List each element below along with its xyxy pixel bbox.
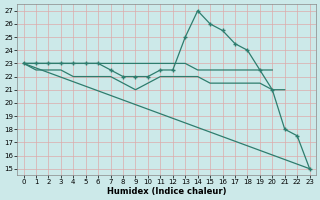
- X-axis label: Humidex (Indice chaleur): Humidex (Indice chaleur): [107, 187, 226, 196]
